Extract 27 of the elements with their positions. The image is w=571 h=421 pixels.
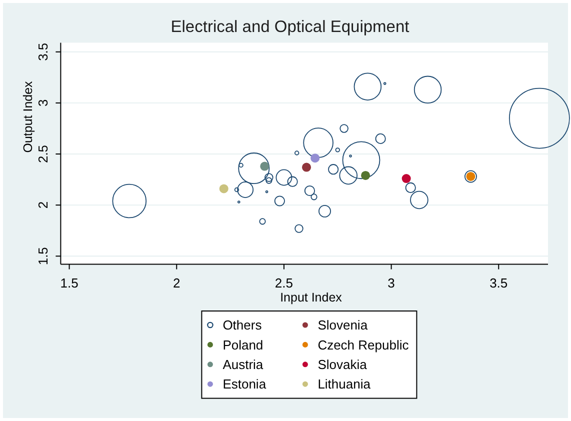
legend-label: Austria <box>222 357 264 372</box>
point <box>310 154 320 163</box>
legend-label: Others <box>222 318 262 333</box>
legend-label: Poland <box>222 337 264 352</box>
x-tick-label: 3 <box>388 275 395 290</box>
x-tick-label: 2 <box>173 275 180 290</box>
point <box>219 184 228 194</box>
point <box>402 174 411 184</box>
y-tick-label: 3.5 <box>36 42 51 61</box>
x-tick-label: 3.5 <box>490 275 508 290</box>
legend-label: Slovakia <box>318 357 368 372</box>
legend-label: Czech Republic <box>318 337 410 352</box>
x-tick-label: 2.5 <box>274 275 293 290</box>
y-axis-title: Output Index <box>21 80 35 153</box>
point <box>361 170 370 180</box>
x-tick-label: 1.5 <box>60 275 78 290</box>
y-tick-label: 3 <box>36 99 51 107</box>
y-tick-label: 1.5 <box>36 247 51 266</box>
legend-label: Estonia <box>222 376 267 392</box>
x-axis-title: Input Index <box>280 290 343 304</box>
point <box>302 162 312 172</box>
legend-label: Slovenia <box>318 318 368 333</box>
y-tick-label: 2 <box>36 201 51 209</box>
chart-title: Electrical and Optical Equipment <box>170 18 410 36</box>
point <box>260 162 270 171</box>
y-tick-label: 2.5 <box>36 144 51 164</box>
legend-label: Lithuania <box>318 376 372 392</box>
